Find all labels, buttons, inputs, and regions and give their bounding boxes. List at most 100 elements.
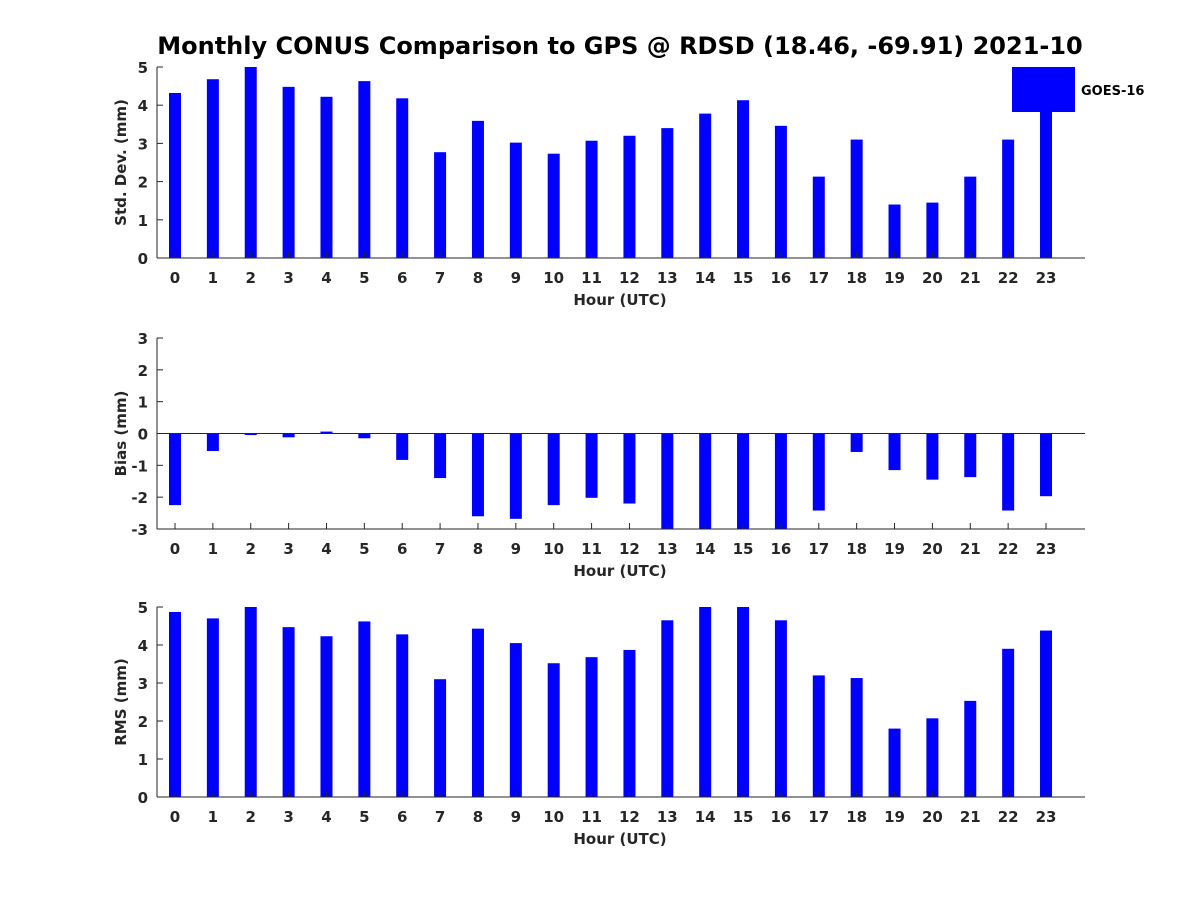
x-tick-label: 15 xyxy=(733,540,754,558)
x-tick-label: 17 xyxy=(808,808,829,826)
y-tick-label: 2 xyxy=(138,713,148,731)
x-tick-label: 0 xyxy=(170,808,180,826)
bar-hour-20 xyxy=(926,718,939,797)
bar-hour-11 xyxy=(585,657,598,797)
y-tick-label: -2 xyxy=(131,489,148,507)
legend-label: GOES-16 xyxy=(1081,84,1144,99)
x-tick-label: 4 xyxy=(321,269,331,287)
y-tick-label: 5 xyxy=(138,599,148,617)
x-tick-label: 17 xyxy=(808,269,829,287)
x-tick-label: 19 xyxy=(884,540,905,558)
x-tick-label: 10 xyxy=(543,808,564,826)
y-tick-label: 5 xyxy=(138,59,148,77)
legend-swatch xyxy=(1012,67,1075,112)
bar-hour-1 xyxy=(206,618,219,797)
legend: GOES-16 xyxy=(1012,67,1144,112)
y-tick-label: 2 xyxy=(138,174,148,192)
bar-hour-10 xyxy=(547,663,560,797)
bar-hour-13 xyxy=(661,620,674,797)
y-axis-label: RMS (mm) xyxy=(112,658,130,745)
x-tick-label: 7 xyxy=(435,269,445,287)
bar-hour-6 xyxy=(396,433,409,460)
bar-hour-23 xyxy=(1040,433,1053,497)
y-tick-label: 1 xyxy=(138,751,148,769)
x-tick-label: 3 xyxy=(283,540,293,558)
bar-hour-5 xyxy=(358,621,371,797)
bar-hour-21 xyxy=(964,433,977,478)
bar-hour-19 xyxy=(888,728,901,797)
bar-hour-4 xyxy=(320,96,333,259)
x-tick-label: 3 xyxy=(283,269,293,287)
x-tick-label: 17 xyxy=(808,540,829,558)
x-tick-label: 2 xyxy=(246,808,256,826)
bar-hour-16 xyxy=(774,620,787,797)
bar-hour-22 xyxy=(1002,139,1015,258)
bar-hour-2 xyxy=(244,607,257,797)
x-tick-label: 1 xyxy=(208,269,218,287)
x-tick-label: 19 xyxy=(884,808,905,826)
bar-hour-15 xyxy=(737,100,750,258)
x-tick-label: 9 xyxy=(511,269,521,287)
x-tick-label: 5 xyxy=(359,808,369,826)
x-tick-label: 20 xyxy=(922,808,943,826)
x-tick-label: 11 xyxy=(581,269,602,287)
bar-hour-17 xyxy=(812,675,825,797)
y-tick-label: 0 xyxy=(138,426,148,444)
y-tick-label: 0 xyxy=(138,789,148,807)
y-tick-label: 0 xyxy=(138,250,148,268)
y-tick-label: 1 xyxy=(138,212,148,230)
x-tick-label: 5 xyxy=(359,540,369,558)
chart-title: Monthly CONUS Comparison to GPS @ RDSD (… xyxy=(157,32,1083,60)
x-tick-label: 23 xyxy=(1036,808,1057,826)
x-tick-label: 1 xyxy=(208,808,218,826)
bar-hour-12 xyxy=(623,649,636,797)
x-tick-label: 2 xyxy=(246,540,256,558)
x-tick-label: 22 xyxy=(998,540,1019,558)
bar-hour-0 xyxy=(169,433,181,506)
bar-hour-14 xyxy=(699,433,712,529)
bar-hour-19 xyxy=(888,204,901,258)
bar-hour-14 xyxy=(699,113,712,258)
bar-hour-10 xyxy=(547,433,560,506)
x-tick-label: 22 xyxy=(998,808,1019,826)
y-tick-label: 2 xyxy=(138,362,148,380)
bar-hour-20 xyxy=(926,433,939,480)
bar-hour-6 xyxy=(396,98,409,258)
x-tick-label: 7 xyxy=(435,540,445,558)
bar-hour-4 xyxy=(320,431,333,434)
x-tick-label: 0 xyxy=(170,540,180,558)
y-axis-label: Bias (mm) xyxy=(112,391,130,477)
bar-hour-9 xyxy=(509,142,522,258)
x-tick-label: 20 xyxy=(922,540,943,558)
x-tick-label: 20 xyxy=(922,269,943,287)
x-tick-label: 8 xyxy=(473,808,483,826)
x-tick-label: 21 xyxy=(960,269,981,287)
bar-hour-20 xyxy=(926,202,939,258)
bar-hour-9 xyxy=(509,643,522,797)
bar-hour-18 xyxy=(850,139,863,258)
bar-hour-21 xyxy=(964,176,977,258)
x-tick-label: 16 xyxy=(770,808,791,826)
x-tick-label: 3 xyxy=(283,808,293,826)
bar-hour-17 xyxy=(812,176,825,258)
y-tick-label: 4 xyxy=(138,637,148,655)
bar-hour-7 xyxy=(434,152,447,258)
bar-hour-10 xyxy=(547,153,560,258)
x-tick-label: 22 xyxy=(998,269,1019,287)
x-tick-label: 9 xyxy=(511,808,521,826)
x-tick-label: 1 xyxy=(208,540,218,558)
x-tick-label: 14 xyxy=(695,269,716,287)
bar-hour-3 xyxy=(282,627,295,797)
x-tick-label: 6 xyxy=(397,540,407,558)
x-tick-label: 19 xyxy=(884,269,905,287)
y-tick-label: 4 xyxy=(138,97,148,115)
bar-hour-8 xyxy=(471,433,484,517)
bar-hour-5 xyxy=(358,81,371,258)
bar-hour-3 xyxy=(282,86,295,258)
y-tick-label: -1 xyxy=(131,457,148,475)
bar-hour-12 xyxy=(623,433,636,504)
